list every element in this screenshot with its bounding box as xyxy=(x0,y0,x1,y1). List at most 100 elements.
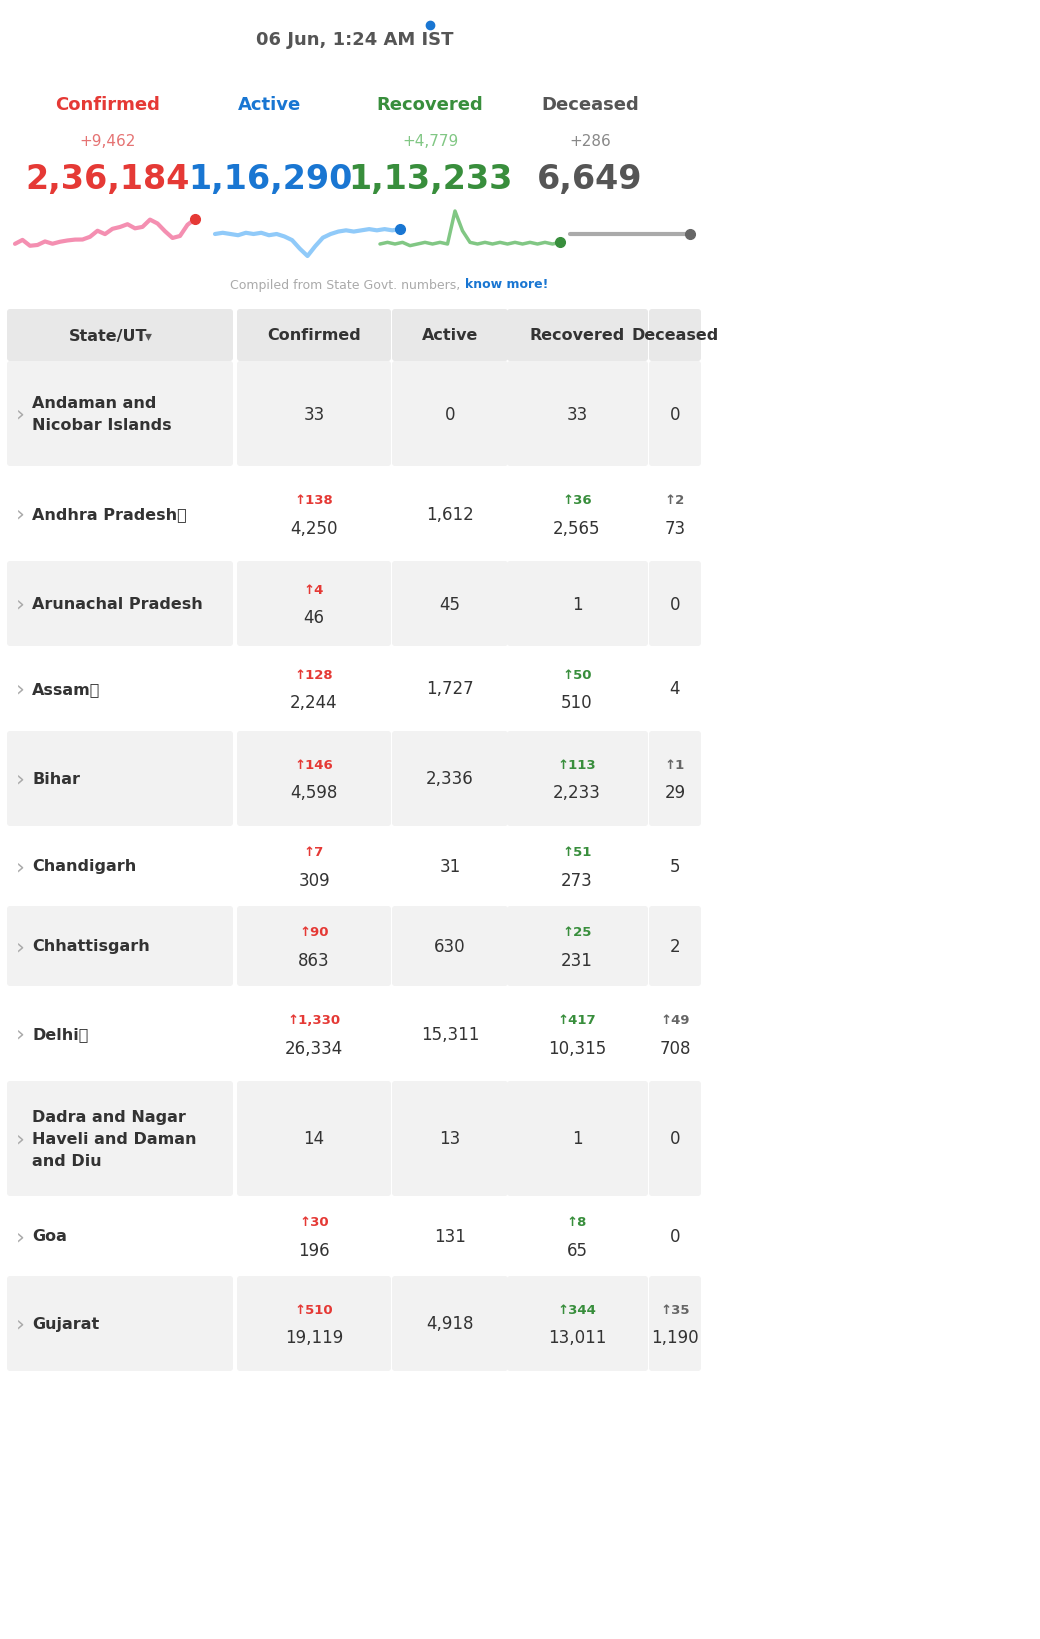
FancyBboxPatch shape xyxy=(649,1196,701,1277)
Text: ›: › xyxy=(16,769,25,788)
Text: 33: 33 xyxy=(304,405,324,423)
FancyBboxPatch shape xyxy=(7,647,233,731)
Text: ↑344: ↑344 xyxy=(557,1303,596,1316)
FancyBboxPatch shape xyxy=(649,1082,701,1196)
Text: 13,011: 13,011 xyxy=(548,1329,606,1347)
Text: 0: 0 xyxy=(670,1228,680,1246)
FancyBboxPatch shape xyxy=(649,1277,701,1372)
Text: 2,336: 2,336 xyxy=(426,770,474,788)
Text: 29: 29 xyxy=(665,783,685,801)
FancyBboxPatch shape xyxy=(237,647,391,731)
Text: 1,727: 1,727 xyxy=(426,680,474,698)
Text: 15,311: 15,311 xyxy=(421,1024,479,1042)
Text: 1,612: 1,612 xyxy=(426,505,474,523)
Text: 6,649: 6,649 xyxy=(538,164,643,197)
Text: 14: 14 xyxy=(304,1129,324,1147)
Text: and Diu: and Diu xyxy=(32,1154,102,1169)
Text: Assamⓘ: Assamⓘ xyxy=(32,682,101,697)
Text: Haveli and Daman: Haveli and Daman xyxy=(32,1131,197,1146)
Text: 630: 630 xyxy=(434,938,466,956)
Text: ↑138: ↑138 xyxy=(294,493,334,506)
Text: 708: 708 xyxy=(659,1039,691,1057)
FancyBboxPatch shape xyxy=(7,1082,233,1196)
FancyBboxPatch shape xyxy=(649,362,701,467)
FancyBboxPatch shape xyxy=(508,987,648,1082)
FancyBboxPatch shape xyxy=(649,562,701,647)
Text: 33: 33 xyxy=(567,405,588,423)
Text: Delhiⓘ: Delhiⓘ xyxy=(32,1026,88,1041)
Text: ›: › xyxy=(16,1226,25,1246)
FancyBboxPatch shape xyxy=(392,310,508,362)
FancyBboxPatch shape xyxy=(237,906,391,987)
Text: Gujarat: Gujarat xyxy=(32,1316,99,1331)
Text: Bihar: Bihar xyxy=(32,772,80,787)
FancyBboxPatch shape xyxy=(7,1277,233,1372)
FancyBboxPatch shape xyxy=(237,987,391,1082)
Text: Andaman and: Andaman and xyxy=(32,395,156,411)
FancyBboxPatch shape xyxy=(7,467,233,562)
FancyBboxPatch shape xyxy=(7,362,233,467)
FancyBboxPatch shape xyxy=(392,826,508,906)
FancyBboxPatch shape xyxy=(237,1196,391,1277)
FancyBboxPatch shape xyxy=(392,562,508,647)
Text: ↑417: ↑417 xyxy=(557,1013,596,1026)
FancyBboxPatch shape xyxy=(649,731,701,826)
FancyBboxPatch shape xyxy=(237,562,391,647)
Text: ›: › xyxy=(16,505,25,524)
FancyBboxPatch shape xyxy=(392,467,508,562)
Text: 10,315: 10,315 xyxy=(548,1039,606,1057)
Text: +4,779: +4,779 xyxy=(401,134,459,149)
Text: 0: 0 xyxy=(670,405,680,423)
Text: 4,250: 4,250 xyxy=(290,520,338,538)
Text: 510: 510 xyxy=(562,693,593,711)
FancyBboxPatch shape xyxy=(508,362,648,467)
Text: 73: 73 xyxy=(665,520,685,538)
Text: Recovered: Recovered xyxy=(529,328,625,343)
Text: ↑8: ↑8 xyxy=(567,1216,588,1229)
FancyBboxPatch shape xyxy=(7,562,233,647)
Text: ↑113: ↑113 xyxy=(557,759,596,772)
Text: 45: 45 xyxy=(440,595,461,613)
Text: Deceased: Deceased xyxy=(631,328,719,343)
Text: +9,462: +9,462 xyxy=(80,134,136,149)
Text: 31: 31 xyxy=(439,857,461,875)
Text: ›: › xyxy=(16,936,25,957)
FancyBboxPatch shape xyxy=(392,731,508,826)
FancyBboxPatch shape xyxy=(7,987,233,1082)
FancyBboxPatch shape xyxy=(508,1277,648,1372)
Text: 2: 2 xyxy=(670,938,680,956)
Text: 4,598: 4,598 xyxy=(290,783,338,801)
Text: ›: › xyxy=(16,679,25,700)
FancyBboxPatch shape xyxy=(392,1196,508,1277)
FancyBboxPatch shape xyxy=(649,467,701,562)
Text: 26,334: 26,334 xyxy=(285,1039,343,1057)
FancyBboxPatch shape xyxy=(237,310,391,362)
FancyBboxPatch shape xyxy=(649,987,701,1082)
Text: ↑51: ↑51 xyxy=(563,846,592,859)
Text: 2,565: 2,565 xyxy=(553,520,601,538)
FancyBboxPatch shape xyxy=(508,906,648,987)
Text: know more!: know more! xyxy=(465,279,548,292)
Text: Confirmed: Confirmed xyxy=(55,97,160,115)
FancyBboxPatch shape xyxy=(7,906,233,987)
Text: 131: 131 xyxy=(434,1228,466,1246)
FancyBboxPatch shape xyxy=(508,1196,648,1277)
FancyBboxPatch shape xyxy=(392,1082,508,1196)
Text: Goa: Goa xyxy=(32,1229,67,1244)
Text: Dadra and Nagar: Dadra and Nagar xyxy=(32,1110,186,1124)
FancyBboxPatch shape xyxy=(508,647,648,731)
FancyBboxPatch shape xyxy=(508,826,648,906)
FancyBboxPatch shape xyxy=(649,906,701,987)
FancyBboxPatch shape xyxy=(237,362,391,467)
Text: Chhattisgarh: Chhattisgarh xyxy=(32,939,150,954)
Text: 309: 309 xyxy=(298,872,330,890)
Text: 2,233: 2,233 xyxy=(553,783,601,801)
Text: Active: Active xyxy=(238,97,302,115)
Text: 1,190: 1,190 xyxy=(651,1329,699,1347)
Text: 1: 1 xyxy=(572,1129,582,1147)
Text: ↑35: ↑35 xyxy=(660,1303,690,1316)
Text: 5: 5 xyxy=(670,857,680,875)
Text: 863: 863 xyxy=(298,951,330,969)
Text: 1,13,233: 1,13,233 xyxy=(347,164,512,197)
FancyBboxPatch shape xyxy=(7,310,233,362)
